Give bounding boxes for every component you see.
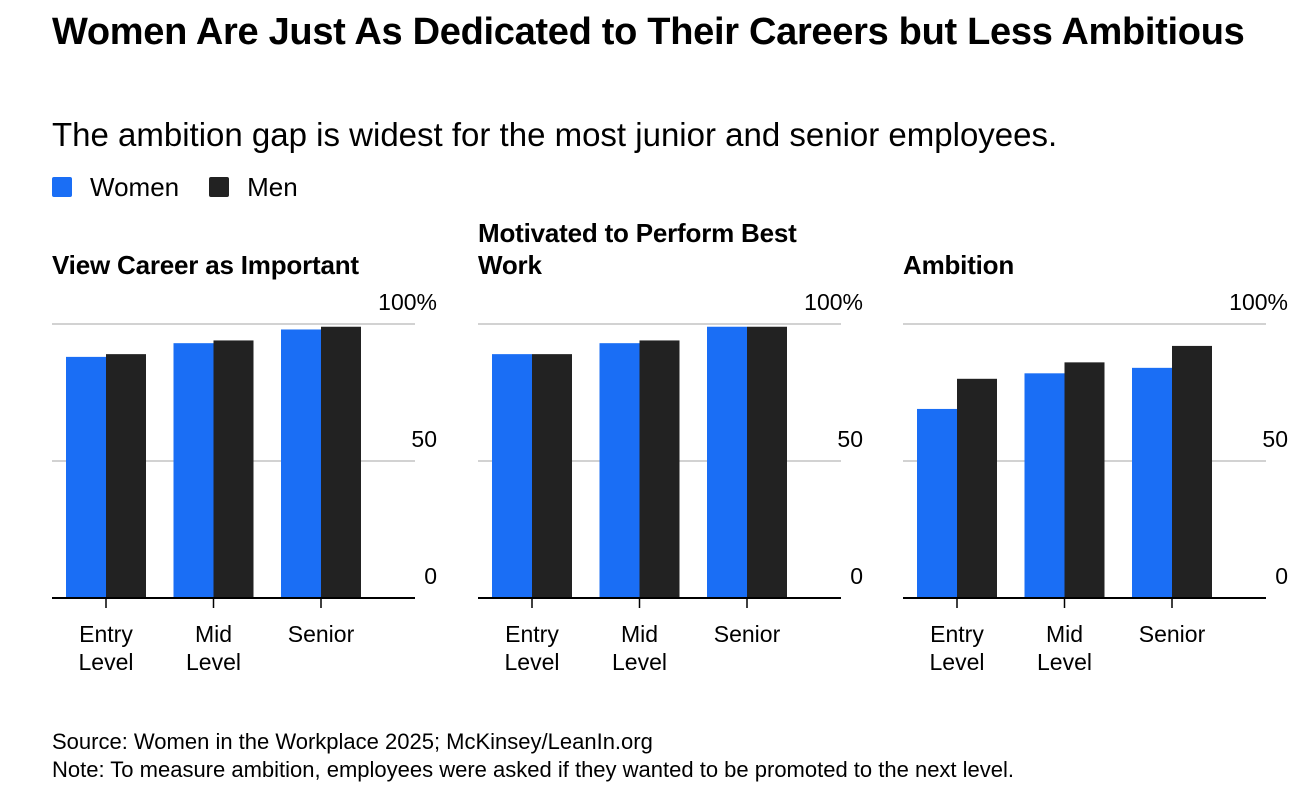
x-tick-label: Mid Level xyxy=(612,621,667,675)
y-tick-label: 50 xyxy=(837,426,863,452)
bar-women xyxy=(917,408,957,598)
note-text: Note: To measure ambition, employees wer… xyxy=(52,757,1015,782)
legend: Women Men xyxy=(52,172,328,202)
bar-men xyxy=(1172,345,1212,598)
bar-men xyxy=(747,326,787,598)
chart-title-ambition: Ambition xyxy=(903,250,1015,280)
legend-item-men: Men xyxy=(209,172,298,202)
legend-label-women: Women xyxy=(90,172,180,202)
page-title: Women Are Just As Dedicated to Their Car… xyxy=(52,11,1245,53)
charts-area: Entry Level Mid Level Senior 0 50 100% Entry Leve… xyxy=(52,289,1288,675)
y-tick-label: 100% xyxy=(378,289,437,315)
y-tick-label: 50 xyxy=(1262,426,1288,452)
bar-men xyxy=(532,354,572,598)
x-tick-label: Mid Level xyxy=(1037,621,1092,675)
bar-men xyxy=(639,340,680,598)
x-tick-label: Entry Level xyxy=(930,621,985,675)
legend-swatch-men xyxy=(209,177,230,197)
bar-men xyxy=(1064,362,1105,598)
x-tick-label: Senior xyxy=(288,621,355,647)
chart-title-motivated: Motivated to Perform Best Work xyxy=(478,218,797,280)
bar-men xyxy=(213,340,254,598)
legend-item-women: Women xyxy=(52,172,179,202)
bar-women xyxy=(66,356,106,598)
bar-men xyxy=(957,378,997,598)
bar-women xyxy=(1132,367,1172,598)
y-tick-label: 100% xyxy=(804,289,863,315)
y-tick-label: 100% xyxy=(1229,289,1288,315)
legend-swatch-women xyxy=(52,177,72,197)
x-tick-label: Senior xyxy=(714,621,781,647)
chart-title-career-important: View Career as Important xyxy=(52,250,359,280)
x-tick-label: Entry Level xyxy=(79,621,134,675)
legend-label-men: Men xyxy=(247,172,298,202)
bar-men xyxy=(321,326,361,598)
bar-women xyxy=(173,343,214,598)
x-tick-label: Senior xyxy=(1139,621,1206,647)
page-subtitle: The ambition gap is widest for the most … xyxy=(52,116,1058,153)
y-tick-label: 0 xyxy=(850,563,863,589)
bar-women xyxy=(599,343,640,598)
x-tick-label: Entry Level xyxy=(505,621,560,675)
x-tick-label: Mid Level xyxy=(186,621,241,675)
y-tick-label: 50 xyxy=(411,426,437,452)
footer: Source: Women in the Workplace 2025; McK… xyxy=(52,728,1014,784)
bar-men xyxy=(106,354,146,598)
y-tick-label: 0 xyxy=(1275,563,1288,589)
bar-women xyxy=(1024,373,1065,598)
bar-women xyxy=(707,326,747,598)
y-tick-label: 0 xyxy=(424,563,437,589)
bar-women xyxy=(492,354,532,598)
source-text: Source: Women in the Workplace 2025; McK… xyxy=(52,729,653,754)
bar-women xyxy=(281,329,321,598)
